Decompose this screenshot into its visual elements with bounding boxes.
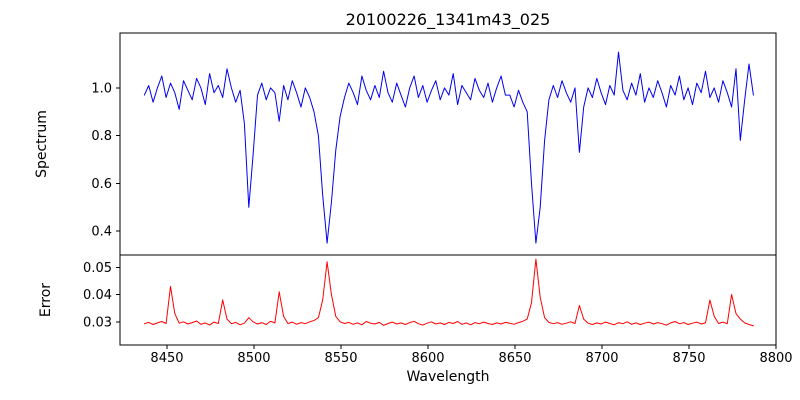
y-tick-label: 1.0 <box>91 81 112 96</box>
y-tick-label: 0.05 <box>83 261 112 276</box>
y-tick-label: 0.03 <box>83 315 112 330</box>
chart-title: 20100226_1341m43_025 <box>346 10 551 30</box>
x-tick-label: 8800 <box>759 351 792 366</box>
y-tick-label: 0.4 <box>91 225 112 240</box>
spectrum-ytick-group: 0.4 0.6 0.8 1.0 <box>91 81 120 240</box>
spectrum-y-axis-label: Spectrum <box>34 110 50 178</box>
error-line <box>143 258 754 327</box>
y-tick-label: 0.04 <box>83 288 112 303</box>
error-panel-frame <box>119 254 777 346</box>
x-axis-label: Wavelength <box>406 369 489 385</box>
error-ytick-group: 0.03 0.04 0.05 <box>83 261 120 330</box>
x-tick-label: 8500 <box>237 351 270 366</box>
x-tick-label: 8750 <box>672 351 705 366</box>
x-tick-label: 8700 <box>585 351 618 366</box>
spectrum-panel-frame <box>119 32 777 256</box>
x-tick-label: 8550 <box>324 351 357 366</box>
x-tick-label: 8450 <box>150 351 183 366</box>
x-tick-label: 8650 <box>498 351 531 366</box>
x-tick-label: 8600 <box>411 351 444 366</box>
y-tick-label: 0.6 <box>91 177 112 192</box>
spectrum-line <box>143 51 754 244</box>
error-y-axis-label: Error <box>38 283 54 317</box>
x-tick-group: 8450 8500 8550 8600 8650 8700 8750 8800 <box>150 345 793 366</box>
y-tick-label: 0.8 <box>91 129 112 144</box>
